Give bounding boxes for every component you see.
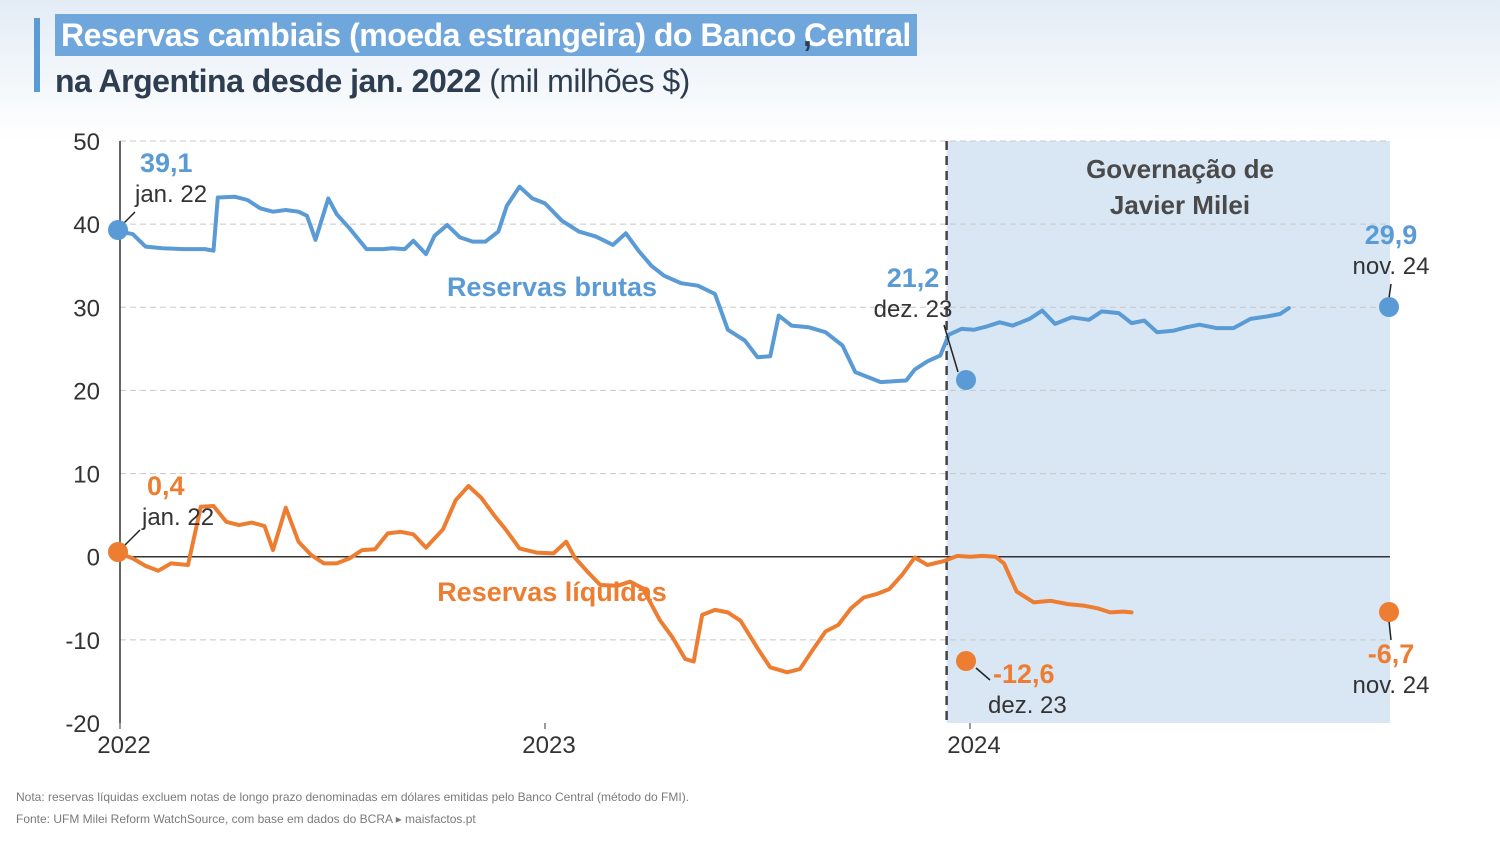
chart-title-line1: Reservas cambiais (moeda estrangeira) do… [55, 14, 917, 56]
annotation-date: dez. 23 [874, 296, 953, 323]
chart-title-unit: (mil milhões $) [489, 63, 690, 99]
series-label-net: Reservas líquidas [437, 577, 667, 607]
annotation-leader [975, 667, 991, 681]
annotation-value: 0,4 [147, 471, 185, 501]
annotation-value: 39,1 [140, 148, 193, 178]
y-tick-label: 30 [73, 295, 100, 322]
series-line-net [118, 484, 1134, 675]
milei-region-shade [946, 141, 1390, 723]
annotation-date: dez. 23 [988, 692, 1067, 719]
annotation-date: nov. 24 [1353, 253, 1430, 280]
chart-note: Nota: reservas líquidas excluem notas de… [16, 790, 690, 804]
annotation-leader [1388, 620, 1392, 641]
chart-title-comma: , [803, 17, 812, 53]
y-tick-label: -20 [65, 711, 100, 738]
annotation-leader [943, 324, 959, 373]
y-tick-label: 50 [73, 129, 100, 156]
x-tick-label: 2022 [97, 732, 150, 759]
y-tick-label: 40 [73, 212, 100, 239]
endpoint-marker-net [1379, 602, 1399, 622]
annotation-value: 29,9 [1365, 220, 1418, 250]
milei-region-label: Javier Milei [1110, 190, 1250, 220]
series-label-gross: Reservas brutas [447, 272, 657, 302]
chart-source: Fonte: UFM Milei Reform WatchSource, com… [16, 812, 476, 826]
endpoint-marker-gross [956, 370, 976, 390]
series-line-gross [118, 184, 1291, 385]
y-tick-label: 10 [73, 462, 100, 489]
endpoint-marker-net [108, 542, 128, 562]
chart-title-line2: na Argentina desde jan. 2022 (mil milhõe… [55, 60, 690, 102]
annotation-value: -6,7 [1368, 639, 1415, 669]
y-tick-label: -10 [65, 628, 100, 655]
annotation-leader [123, 529, 141, 547]
annotation-value: 21,2 [887, 263, 940, 293]
endpoint-marker-gross [1379, 297, 1399, 317]
annotation-date: jan. 22 [141, 504, 214, 531]
milei-region-label: Governação de [1086, 154, 1274, 184]
chart-title-main: na Argentina desde jan. 2022 [55, 63, 481, 99]
y-tick-label: 0 [87, 545, 100, 572]
annotation-date: nov. 24 [1353, 672, 1430, 699]
y-tick-label: 20 [73, 378, 100, 405]
annotation-date: jan. 22 [134, 181, 207, 208]
endpoint-marker-net [956, 651, 976, 671]
x-tick-label: 2024 [947, 732, 1000, 759]
endpoint-marker-gross [108, 220, 128, 240]
annotation-value: -12,6 [993, 659, 1055, 689]
x-tick-label: 2023 [522, 732, 575, 759]
annotation-leader [1388, 283, 1392, 299]
title-accent-bar [34, 18, 40, 92]
